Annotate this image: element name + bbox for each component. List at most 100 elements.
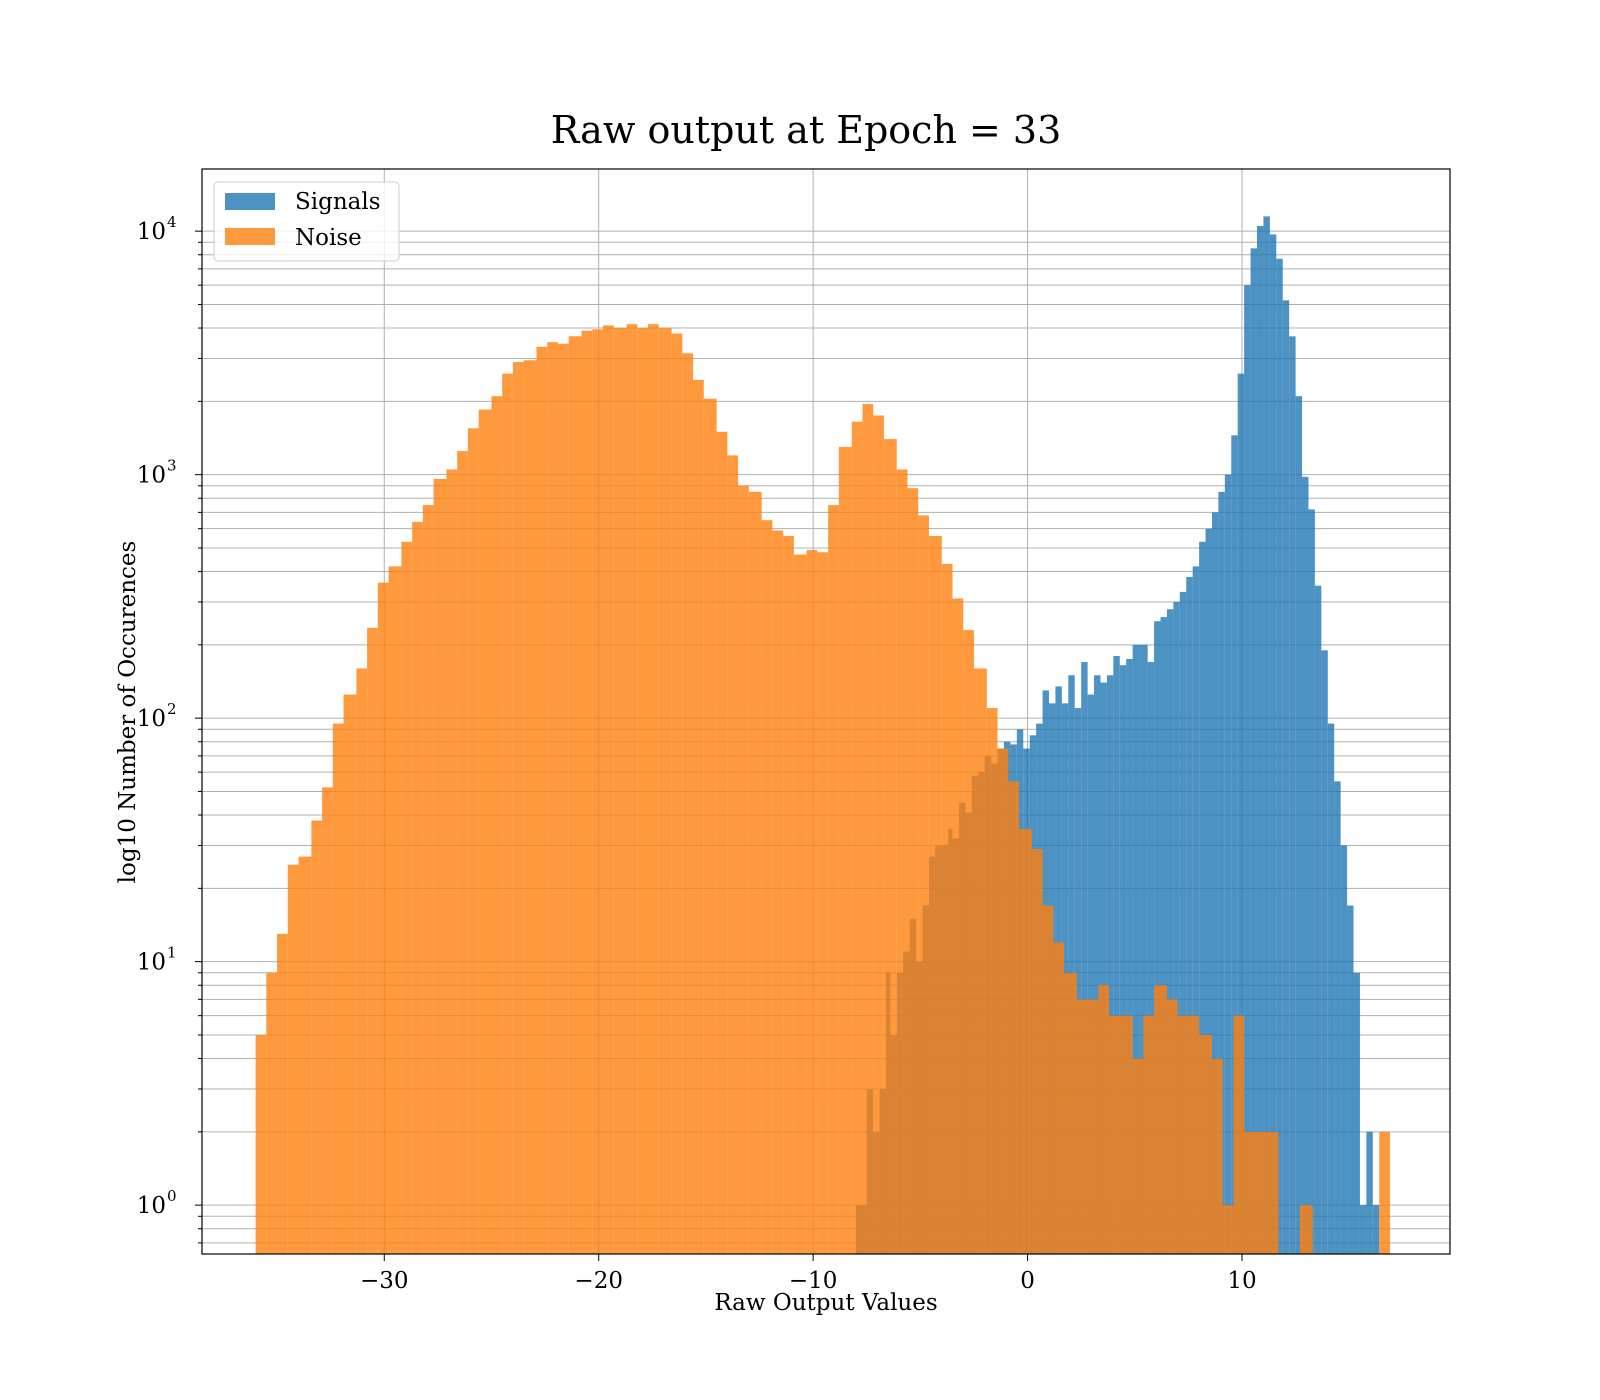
noise-bar bbox=[1018, 829, 1032, 1254]
signals-bar bbox=[1166, 609, 1174, 1254]
signals-bar bbox=[1359, 1205, 1367, 1254]
noise-bar bbox=[581, 330, 593, 1255]
noise-bar bbox=[502, 373, 513, 1254]
signals-bar bbox=[1081, 662, 1088, 1254]
chart-title: Raw output at Epoch = 33 bbox=[551, 108, 1062, 152]
noise-bar bbox=[1042, 905, 1054, 1254]
signals-bar bbox=[1113, 655, 1120, 1254]
signals-bar bbox=[1327, 723, 1335, 1254]
noise-bar bbox=[928, 535, 942, 1254]
noise-bar bbox=[277, 933, 288, 1254]
signals-bar bbox=[1087, 694, 1095, 1254]
x-axis-label: Raw Output Values bbox=[714, 1290, 937, 1316]
y-tick-label-exponent: 4 bbox=[167, 213, 177, 231]
noise-bar bbox=[703, 398, 717, 1254]
noise-bar bbox=[512, 362, 524, 1254]
signals-bar bbox=[1308, 509, 1315, 1254]
legend-swatch-noise bbox=[225, 228, 275, 245]
noise-bar bbox=[377, 582, 389, 1254]
noise-bar bbox=[287, 864, 299, 1254]
signals-bar bbox=[1347, 905, 1354, 1254]
noise-bar bbox=[748, 491, 762, 1254]
noise-bar bbox=[446, 469, 458, 1254]
signals-bar bbox=[1068, 675, 1075, 1254]
noise-bar bbox=[1087, 999, 1099, 1254]
noise-bar bbox=[568, 336, 582, 1255]
noise-bar bbox=[658, 328, 672, 1254]
noise-bar bbox=[1211, 1058, 1223, 1254]
signals-bar bbox=[1139, 644, 1148, 1254]
noise-bar bbox=[332, 723, 344, 1254]
noise-bar bbox=[401, 541, 413, 1254]
signals-bar bbox=[1074, 708, 1082, 1254]
noise-bar bbox=[873, 415, 884, 1254]
noise-bar bbox=[523, 360, 537, 1254]
noise-bar bbox=[838, 446, 852, 1254]
noise-bar bbox=[1109, 1015, 1122, 1254]
noise-bar bbox=[1222, 1205, 1234, 1254]
noise-bar bbox=[952, 598, 964, 1254]
noise-bar bbox=[1166, 999, 1178, 1254]
signals-bar bbox=[1106, 675, 1114, 1254]
signals-bar bbox=[1100, 682, 1107, 1254]
noise-bar bbox=[322, 787, 333, 1254]
noise-bar bbox=[907, 488, 919, 1254]
signals-bar bbox=[1237, 373, 1245, 1254]
signals-bar bbox=[1192, 566, 1200, 1254]
x-tick-label: 10 bbox=[1227, 1268, 1256, 1294]
noise-bar bbox=[806, 550, 818, 1254]
signals-bar bbox=[1263, 216, 1270, 1255]
noise-bar bbox=[648, 324, 659, 1254]
noise-bar bbox=[1154, 985, 1167, 1254]
noise-bar bbox=[1053, 942, 1065, 1254]
noise-bar bbox=[828, 505, 839, 1254]
signals-bar bbox=[1186, 576, 1193, 1254]
signals-bar bbox=[1353, 972, 1360, 1254]
y-tick-label: 10 bbox=[137, 706, 166, 732]
signals-bar bbox=[1334, 781, 1341, 1254]
signals-bar bbox=[1250, 248, 1258, 1254]
legend-label-noise: Noise bbox=[295, 225, 362, 251]
signals-bar bbox=[1321, 650, 1328, 1254]
noise-bar bbox=[1267, 1131, 1279, 1254]
noise-bar bbox=[738, 485, 749, 1254]
signals-bar bbox=[1289, 336, 1296, 1255]
noise-bar bbox=[388, 566, 402, 1254]
noise-bar bbox=[266, 972, 278, 1254]
signals-bar bbox=[1366, 1131, 1373, 1254]
noise-bar bbox=[1132, 1058, 1144, 1254]
signals-bar bbox=[1126, 658, 1133, 1254]
y-tick-label: 10 bbox=[137, 463, 166, 489]
noise-bar bbox=[547, 342, 558, 1254]
signals-bar bbox=[1154, 621, 1161, 1254]
noise-bar bbox=[682, 353, 694, 1255]
signals-bar bbox=[1160, 617, 1167, 1254]
noise-bar bbox=[1244, 1131, 1258, 1254]
noise-bar bbox=[1064, 972, 1077, 1254]
noise-bar bbox=[1233, 1015, 1245, 1254]
noise-bar bbox=[602, 325, 614, 1254]
noise-bar bbox=[1257, 1131, 1268, 1254]
signals-bar bbox=[1224, 474, 1232, 1254]
noise-bar bbox=[918, 515, 929, 1254]
noise-bar bbox=[367, 627, 378, 1254]
noise-bar bbox=[1199, 1034, 1212, 1254]
noise-bar bbox=[1031, 849, 1043, 1254]
noise-bar bbox=[557, 343, 569, 1254]
noise-bar bbox=[356, 668, 368, 1254]
noise-bar bbox=[1121, 1015, 1133, 1254]
signals-bar bbox=[1295, 396, 1303, 1254]
noise-bar bbox=[963, 630, 974, 1254]
noise-bar bbox=[693, 379, 704, 1254]
noise-bar bbox=[783, 535, 794, 1254]
noise-bar bbox=[1379, 1131, 1390, 1254]
noise-bar bbox=[592, 329, 603, 1254]
noise-bar bbox=[896, 469, 908, 1254]
noise-bar bbox=[1098, 985, 1110, 1254]
signals-bar bbox=[1199, 541, 1206, 1254]
signals-bar bbox=[1257, 225, 1264, 1254]
noise-bar bbox=[727, 455, 739, 1254]
signals-bar bbox=[1173, 601, 1180, 1254]
noise-bar bbox=[883, 439, 897, 1254]
